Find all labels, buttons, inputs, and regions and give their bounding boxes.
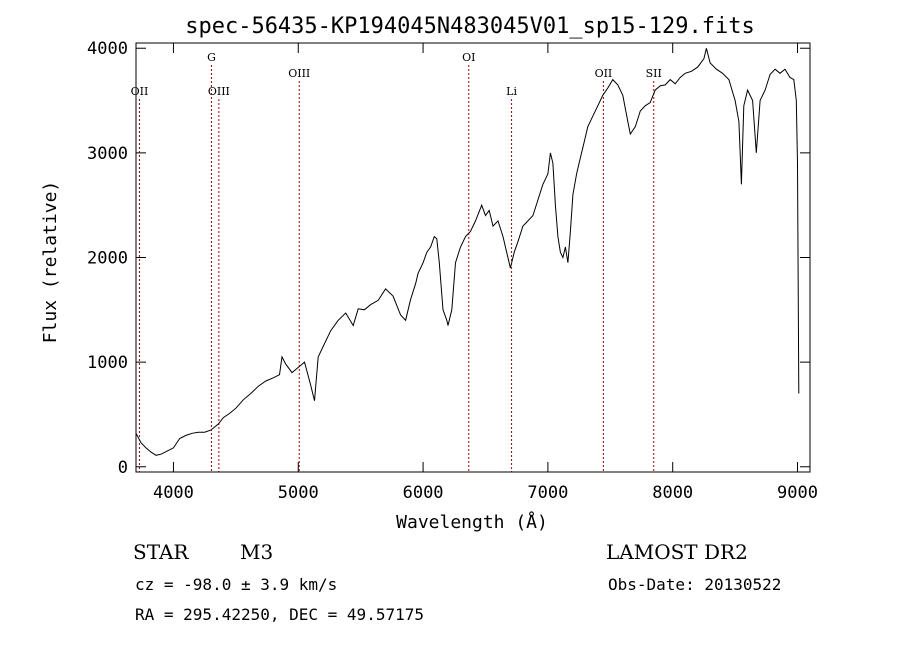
x-tick-label: 4000 <box>153 483 194 503</box>
line-markers: OII G OIII OIII OI Li OII SII <box>131 51 662 472</box>
x-tick-label: 6000 <box>403 483 444 503</box>
object-class: STAR <box>133 540 189 564</box>
chart-title: spec-56435-KP194045N483045V01_sp15-129.f… <box>185 14 755 39</box>
y-tick-label: 4000 <box>87 39 128 59</box>
axis-ticks: 4000 5000 6000 7000 8000 9000 0 1000 2000 3000 400… <box>87 39 818 503</box>
y-tick-label: 0 <box>118 458 128 478</box>
line-marker-label: OIII <box>208 85 230 98</box>
x-tick-label: 9000 <box>777 483 818 503</box>
line-marker-label: OII <box>595 67 613 80</box>
y-tick-label: 2000 <box>87 249 128 269</box>
object-subclass: M3 <box>240 540 273 564</box>
survey-name: LAMOST DR2 <box>606 540 748 564</box>
x-tick-label: 5000 <box>278 483 319 503</box>
line-marker-label: Li <box>506 85 517 98</box>
plot-frame <box>135 42 811 473</box>
y-tick-label: 1000 <box>87 353 128 373</box>
line-marker-label: G <box>207 51 216 64</box>
line-marker-label: SII <box>646 67 662 80</box>
x-axis-label: Wavelength (Å) <box>396 511 548 533</box>
spectrum-line <box>135 48 800 456</box>
y-axis-label: Flux (relative) <box>40 181 61 344</box>
line-marker-label: OI <box>462 51 475 64</box>
line-marker-label: OIII <box>288 67 310 80</box>
line-marker-label: OII <box>131 85 149 98</box>
observation-date: Obs-Date: 20130522 <box>608 575 781 594</box>
x-tick-label: 7000 <box>527 483 568 503</box>
coordinates: RA = 295.42250, DEC = 49.57175 <box>135 605 424 624</box>
y-tick-label: 3000 <box>87 144 128 164</box>
redshift-velocity: cz = -98.0 ± 3.9 km/s <box>135 575 337 594</box>
x-tick-label: 8000 <box>652 483 693 503</box>
